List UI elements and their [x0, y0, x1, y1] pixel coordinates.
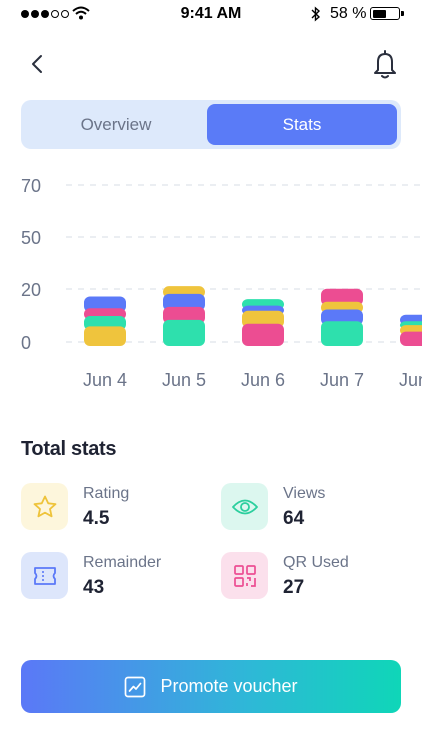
bluetooth-icon: [311, 6, 321, 22]
stat-value: 4.5: [83, 508, 110, 529]
bar-segment: [242, 310, 284, 328]
stats-bar-chart: 70 50 20 0 Jun 4 Jun 5 Jun 6 Jun 7 Jun 8: [21, 176, 422, 390]
stat-value: 64: [283, 508, 305, 529]
stat-remainder: Remainder 43: [21, 552, 201, 602]
view-tabs: Overview Stats: [21, 100, 401, 149]
x-tick-label: Jun 8: [399, 370, 422, 390]
wifi-icon: [72, 6, 90, 20]
bar-jun-6[interactable]: [242, 299, 284, 346]
tab-overview[interactable]: Overview: [80, 114, 152, 134]
total-stats-title: Total stats: [21, 438, 117, 460]
status-bar: 9:41 AM 58 %: [0, 0, 422, 28]
battery-icon: [370, 7, 404, 20]
stat-label: Remainder: [83, 554, 162, 571]
bar-segment: [242, 323, 284, 346]
stat-label: Views: [283, 485, 326, 502]
back-button[interactable]: [24, 50, 52, 78]
bell-icon: [374, 50, 396, 79]
trending-chart-icon: [125, 676, 146, 697]
chevron-left-icon: [32, 55, 42, 73]
bar-jun-4[interactable]: [84, 296, 126, 347]
status-time: 9:41 AM: [180, 5, 242, 22]
stat-label: Rating: [83, 485, 130, 502]
notifications-button[interactable]: [370, 48, 400, 80]
promote-voucher-label: Promote voucher: [160, 676, 298, 696]
y-tick-label: 50: [21, 228, 41, 248]
bar-segment: [163, 306, 205, 324]
stat-value: 27: [283, 577, 305, 598]
stat-value: 43: [83, 577, 105, 598]
x-tick-label: Jun 7: [320, 370, 364, 390]
promote-voucher-button[interactable]: Promote voucher: [21, 660, 401, 713]
eye-icon: [221, 483, 268, 530]
bar-segment: [163, 319, 205, 346]
bar-segment: [321, 288, 363, 306]
bar-jun-5[interactable]: [163, 286, 205, 346]
bar-segment: [84, 326, 126, 346]
bar-segment: [400, 331, 422, 346]
signal-strength-icon: [21, 10, 69, 18]
x-tick-label: Jun 6: [241, 370, 285, 390]
bar-segment: [163, 293, 205, 311]
stat-label: QR Used: [283, 554, 349, 571]
bar-jun-7[interactable]: [321, 288, 363, 346]
ticket-icon: [21, 552, 68, 599]
tab-stats[interactable]: Stats: [207, 104, 397, 145]
y-tick-label: 20: [21, 280, 41, 300]
bar-segment: [321, 321, 363, 346]
stat-qr-used: QR Used 27: [221, 552, 401, 602]
stat-rating: Rating 4.5: [21, 483, 201, 533]
y-tick-label: 0: [21, 333, 31, 353]
stat-views: Views 64: [221, 483, 401, 533]
qr-code-icon: [221, 552, 268, 599]
x-tick-label: Jun 4: [83, 370, 127, 390]
star-icon: [21, 483, 68, 530]
y-tick-label: 70: [21, 176, 41, 196]
bar-jun-8[interactable]: [400, 314, 422, 346]
x-tick-label: Jun 5: [162, 370, 206, 390]
battery-percentage: 58 %: [330, 5, 367, 22]
